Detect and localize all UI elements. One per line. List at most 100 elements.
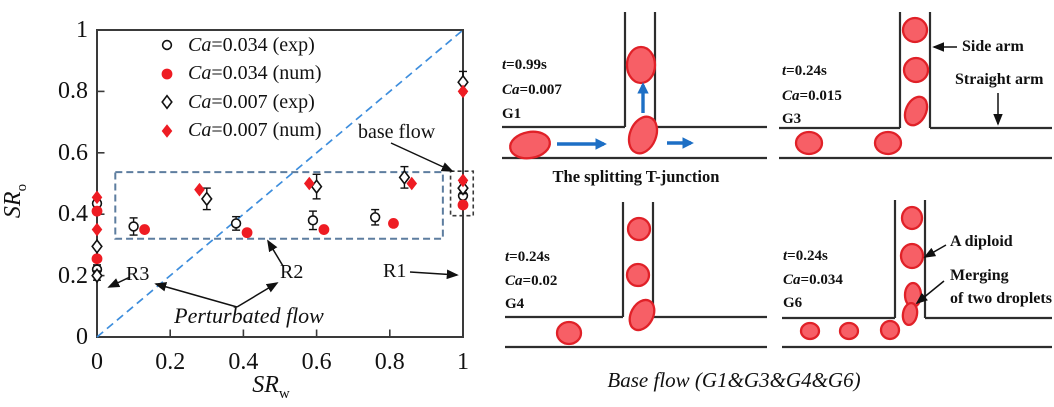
x-axis-label-var: SR	[252, 372, 279, 398]
x-tick-label: 1	[457, 349, 469, 375]
y-tick-label: 0	[76, 324, 88, 350]
data-point-marker	[200, 191, 213, 207]
panel-g1-ca: Ca=0.007	[502, 82, 562, 98]
droplet	[627, 115, 659, 155]
panel-g6-tag: G6	[783, 295, 803, 311]
droplet	[628, 298, 656, 332]
x-tick-label: 0.4	[228, 349, 259, 375]
series-filled-circle	[91, 199, 469, 265]
data-point-marker	[318, 224, 330, 235]
droplet	[899, 242, 925, 270]
data-point-marker	[91, 190, 103, 205]
x-axis-label: SRw	[243, 372, 299, 403]
data-point-marker	[369, 212, 381, 223]
y-tick-label: 0.8	[58, 78, 88, 105]
annotation-arrow	[390, 142, 454, 172]
label-a-diploid: A diploid	[950, 233, 1013, 250]
data-point-marker	[307, 215, 319, 226]
panel-g1-time: t=0.99s	[502, 57, 547, 73]
series-open-diamond	[91, 70, 469, 284]
data-point-marker	[128, 221, 139, 232]
label-of-two-droplets: of two droplets	[950, 290, 1052, 307]
legend-item: Ca=0.007 (num)	[157, 117, 322, 146]
droplet	[901, 301, 919, 327]
panel-g4-ca: Ca=0.02	[505, 273, 558, 289]
panel-g4-tag: G4	[505, 296, 525, 312]
legend-item: Ca=0.034 (num)	[157, 60, 322, 89]
y-tick-label: 0.6	[58, 139, 88, 166]
label-straight-arm: Straight arm	[955, 71, 1044, 88]
legend-marker-icon	[161, 40, 173, 51]
panel-g6-ca: Ca=0.034	[783, 272, 843, 288]
x-tick-label: 0.8	[374, 349, 405, 375]
data-point-marker	[91, 253, 103, 265]
x-tick-label: 0	[91, 349, 103, 375]
droplet	[873, 130, 903, 156]
pointer-arrow	[915, 280, 945, 305]
x-axis-label-sub: w	[278, 385, 290, 402]
y-axis-label-var: SR	[0, 191, 26, 219]
base-flow-region	[449, 170, 475, 217]
y-tick-label: 0.4	[58, 201, 88, 228]
data-point-marker	[230, 218, 242, 229]
droplet	[555, 320, 583, 346]
data-point-marker	[91, 205, 103, 217]
annotation-perturbated-flow: Perturbated flow	[174, 303, 324, 328]
data-point-marker	[91, 222, 103, 237]
annotation-arrow	[107, 276, 131, 288]
panel-g3-time: t=0.24s	[782, 63, 827, 79]
annotation-r2: R2	[280, 261, 304, 283]
data-point-marker	[161, 94, 173, 110]
x-tick-label: 0.6	[301, 349, 332, 375]
panel-g4-time: t=0.24s	[505, 249, 550, 265]
data-point-marker	[398, 169, 411, 185]
label-side-arm: Side arm	[962, 38, 1024, 55]
panel-g6-time: t=0.24s	[783, 248, 828, 264]
annotation-r1: R1	[383, 260, 407, 282]
annotation-base-flow: base flow	[358, 121, 436, 143]
legend-label: Ca=0.034 (exp)	[188, 33, 315, 56]
droplet	[626, 216, 652, 242]
droplet	[901, 16, 929, 44]
data-point-marker	[303, 176, 315, 191]
legend-marker-icon	[161, 123, 173, 138]
annotation-arrow	[409, 269, 459, 280]
droplet	[879, 319, 901, 341]
data-point-marker	[406, 176, 418, 191]
y-tick-label: 0.2	[58, 262, 88, 289]
x-tick-label: 0.2	[155, 349, 186, 375]
droplet	[799, 321, 821, 341]
droplet	[625, 45, 657, 85]
droplet	[903, 95, 929, 127]
data-point-marker	[457, 199, 469, 211]
droplet	[902, 56, 930, 84]
caption-base-flow: Base flow (G1&G3&G4&G6)	[607, 368, 861, 392]
data-point-marker	[388, 218, 399, 229]
legend-marker-icon	[161, 94, 173, 110]
panel-g3-ca: Ca=0.015	[782, 88, 842, 104]
droplet	[509, 130, 551, 160]
panel-g1-tag: G1	[502, 106, 522, 122]
annotation-r3: R3	[126, 263, 150, 285]
annotation-arrow	[154, 282, 238, 308]
data-point-marker	[194, 182, 205, 197]
droplet	[900, 205, 924, 231]
data-point-marker	[91, 267, 103, 284]
droplet	[794, 130, 824, 156]
droplet	[838, 321, 860, 341]
label-merging: Merging	[950, 267, 1009, 284]
y-axis-label-sub: o	[13, 183, 30, 192]
legend-marker-icon	[161, 68, 173, 80]
data-point-marker	[161, 40, 173, 51]
data-point-marker	[161, 68, 173, 80]
panel-g3-tag: G3	[782, 111, 802, 127]
series-filled-diamond	[91, 84, 469, 237]
droplet	[625, 262, 651, 288]
legend-item: Ca=0.034 (exp)	[157, 31, 322, 60]
data-point-marker	[241, 227, 253, 239]
data-point-marker	[139, 224, 150, 235]
legend-label: Ca=0.007 (num)	[188, 119, 322, 142]
chart-legend: Ca=0.034 (exp) Ca=0.034 (num) Ca=0.007 (ex…	[157, 31, 322, 145]
y-axis-label: SRo	[0, 166, 30, 236]
